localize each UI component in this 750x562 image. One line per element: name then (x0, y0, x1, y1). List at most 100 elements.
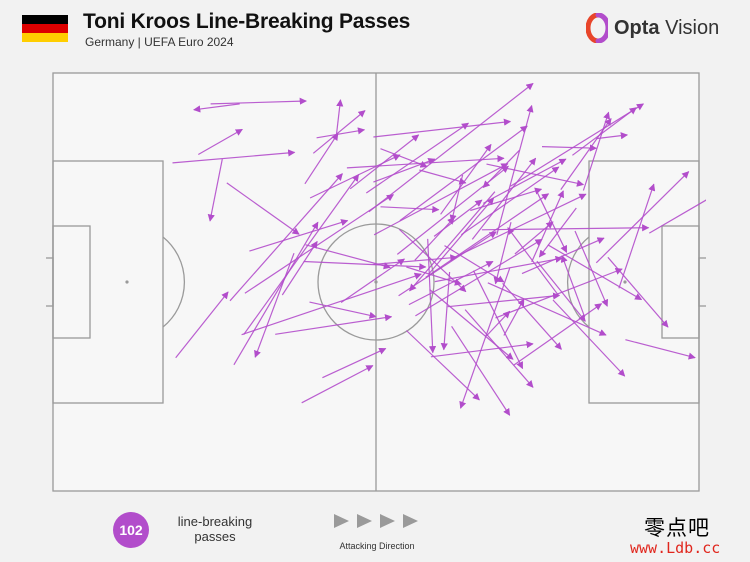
pass-arrow (281, 240, 318, 296)
flag-stripe-gold (22, 33, 68, 42)
pass-arrow (582, 111, 611, 191)
pass-count-label-line1: line-breaking (177, 514, 253, 529)
pass-arrow (495, 267, 623, 319)
pass-arrow (233, 221, 319, 366)
pass-arrow (373, 118, 512, 138)
chart-subtitle: Germany | UEFA Euro 2024 (85, 35, 234, 49)
pass-arrow (419, 169, 467, 185)
pass-arrow (193, 103, 240, 113)
pass-arrow (415, 238, 543, 317)
pass-arrow (380, 205, 440, 213)
pass-arrow (574, 230, 609, 307)
pass-arrow (507, 227, 560, 297)
pass-arrow (368, 83, 534, 213)
centre-circle (317, 223, 435, 341)
pass-arrow (405, 330, 480, 401)
pass-arrow (460, 166, 560, 236)
direction-arrow-icon (380, 514, 395, 528)
pass-arrow (447, 292, 561, 308)
brand-name-bold: Opta (614, 16, 660, 39)
watermark-url: www.Ldb.cc (630, 539, 721, 557)
opta-vision-logo: Opta Vision (586, 13, 719, 43)
pass-arrow (453, 193, 587, 259)
pass-arrow (531, 190, 564, 263)
pass-arrow (275, 314, 393, 335)
pass-arrow (547, 244, 643, 301)
pass-arrow (399, 125, 528, 222)
pass-arrow (301, 365, 374, 404)
pass-arrow (254, 252, 295, 358)
pass-arrow (440, 271, 451, 351)
pass-arrow (304, 132, 339, 185)
pass-arrow (486, 310, 511, 337)
pass-arrow (427, 197, 495, 275)
pass-arrow (249, 219, 349, 252)
pass-arrow (241, 272, 422, 336)
pass-arrow (510, 103, 645, 187)
pass-arrow (408, 260, 494, 306)
left-penalty-arc (162, 236, 185, 328)
left-penalty-spot (125, 280, 129, 284)
pass-arrow (541, 144, 598, 152)
pass-arrow (322, 347, 387, 379)
pass-arrow (552, 299, 626, 377)
pass-arrow (487, 282, 607, 336)
pass-arrow (427, 238, 437, 354)
germany-flag (22, 15, 68, 42)
pass-arrow (406, 266, 462, 286)
pass-arrow (198, 128, 243, 156)
pass-count-badge: 102 (113, 512, 149, 548)
pass-count-label-line2: passes (194, 529, 236, 544)
direction-arrow-icon (357, 514, 372, 528)
pass-arrow (482, 149, 520, 189)
brand-name: Opta Vision (614, 17, 719, 40)
pass-arrow (243, 174, 360, 336)
watermark-chinese: 零点吧 (644, 516, 710, 540)
pass-arrow (175, 291, 229, 359)
centre-spot (374, 280, 378, 284)
pass-arrow (303, 260, 427, 271)
pass-arrow (560, 255, 586, 318)
right-goal (698, 257, 706, 307)
pass-arrow (513, 303, 603, 366)
pitch (46, 68, 706, 498)
pass-arrow (430, 341, 534, 358)
pass-arrow (226, 182, 300, 235)
pass-arrow (433, 199, 483, 237)
pass-arrow (373, 163, 509, 236)
flag-stripe-black (22, 15, 68, 24)
pass-arrow (335, 99, 344, 140)
pass-arrow (482, 158, 567, 204)
pass-arrow (210, 97, 307, 105)
opta-logo-icon (586, 13, 608, 43)
pass-arrow (451, 325, 511, 416)
pass-arrow (244, 194, 394, 294)
right-penalty-spot (623, 280, 627, 284)
brand-name-light: Vision (659, 16, 720, 39)
pass-arrow (365, 122, 469, 194)
pass-arrow (625, 339, 696, 360)
direction-arrow-icon (403, 514, 418, 528)
pass-arrow (425, 193, 550, 278)
left-goal (46, 257, 54, 307)
pass-arrow (618, 183, 656, 289)
pass-arrow (444, 245, 505, 283)
pass-arrow (340, 258, 405, 303)
pass-arrow (207, 158, 223, 222)
flag-stripe-red (22, 24, 68, 33)
pass-count-label: line-breaking passes (160, 514, 270, 544)
pass-arrow (349, 134, 420, 190)
attacking-direction-label: Attacking Direction (339, 541, 415, 551)
pass-arrow (472, 270, 524, 370)
pass-arrow (459, 268, 511, 409)
pass-arrow (229, 173, 343, 302)
pass-arrow (607, 256, 669, 328)
watermark: 零点吧 www.Ldb.cc (630, 512, 740, 558)
pass-arrow (572, 107, 637, 156)
pass-arrow (538, 207, 577, 258)
pass-arrow (316, 127, 366, 139)
pass-arrow (172, 149, 296, 164)
pass-arrow (312, 110, 366, 154)
chart-title: Toni Kroos Line-Breaking Passes (83, 10, 411, 33)
pitch-spots (125, 280, 627, 284)
